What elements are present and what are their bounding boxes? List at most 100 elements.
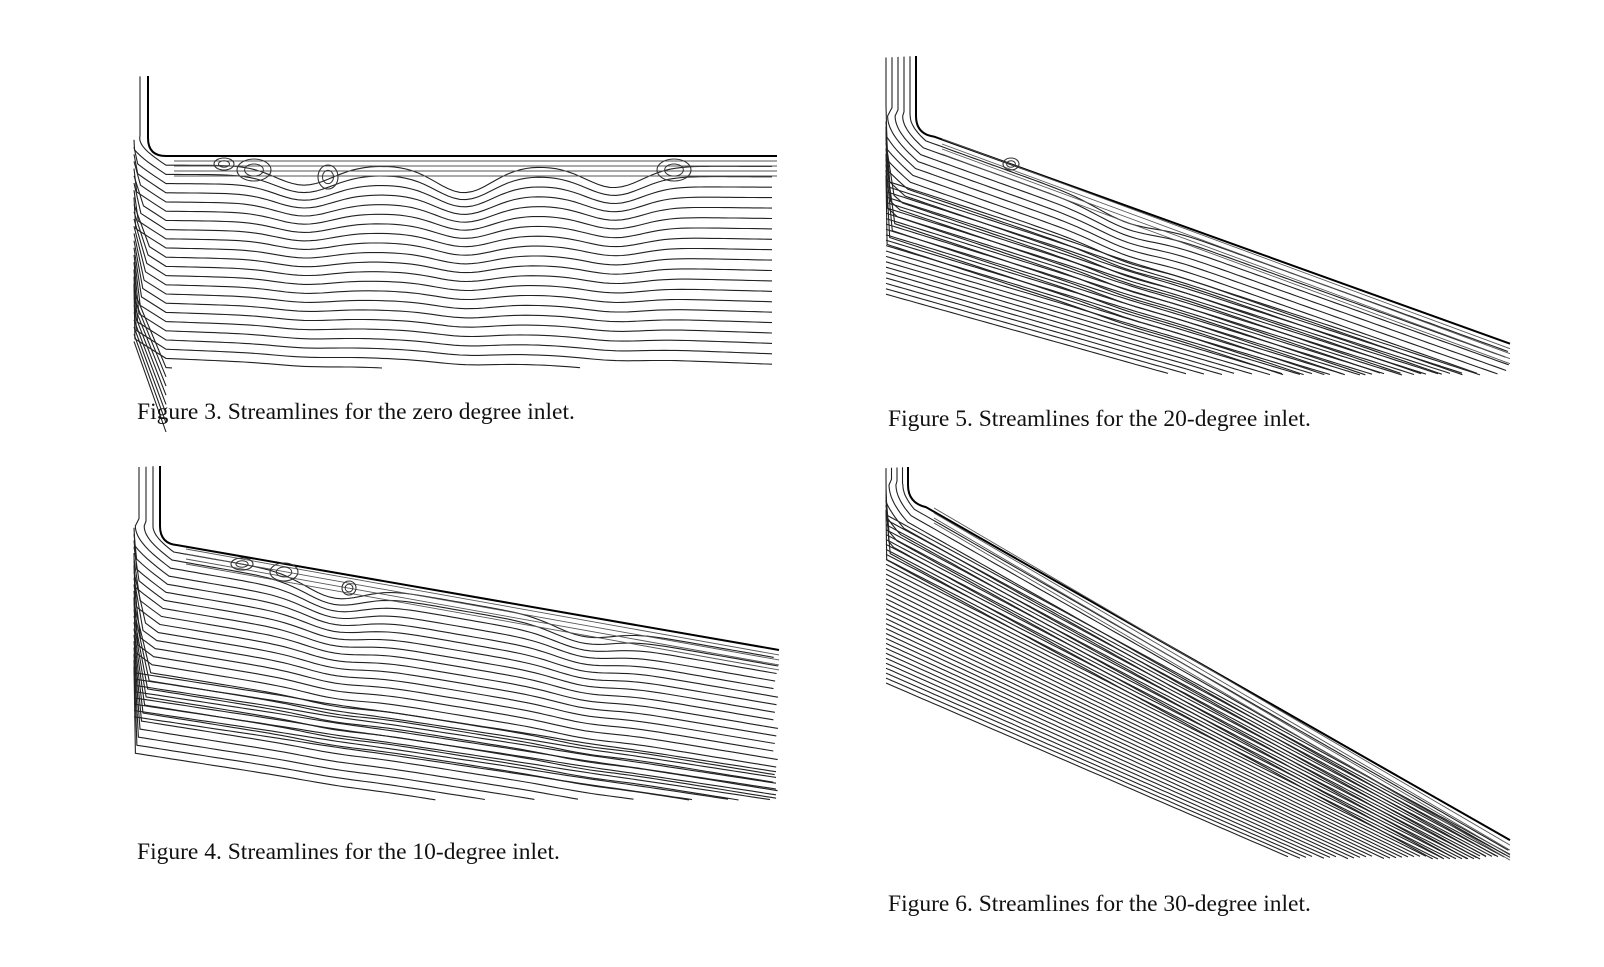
streamline <box>133 672 777 773</box>
near-wall-streamline <box>941 153 1511 365</box>
streamline <box>885 652 1337 858</box>
streamline <box>133 590 778 761</box>
streamline <box>885 613 1397 859</box>
streamline <box>885 633 1367 858</box>
streamline <box>885 637 1361 858</box>
streamline <box>885 558 1469 860</box>
streamline <box>133 540 779 698</box>
streamline <box>133 597 777 768</box>
streamline <box>133 546 777 706</box>
streamline <box>133 269 773 365</box>
streamline <box>885 266 1253 375</box>
streamline <box>885 142 1401 374</box>
streamline <box>133 653 535 800</box>
streamline <box>133 571 777 737</box>
streamline <box>885 553 1475 860</box>
recirculation-bubble-inner <box>235 560 249 568</box>
streamline <box>885 677 1301 859</box>
streamline <box>885 499 1452 857</box>
streamline <box>133 297 167 378</box>
inlet-wall <box>915 56 1511 345</box>
streamline <box>885 509 1433 860</box>
near-wall-streamline <box>933 512 1511 851</box>
streamline <box>133 226 773 304</box>
recirculation-bubble <box>656 158 692 182</box>
recirculation-bubble-inner <box>244 163 264 177</box>
streamline <box>885 185 1463 374</box>
streamline <box>133 182 773 248</box>
streamline <box>133 684 777 784</box>
recirculation-bubble <box>1002 157 1020 171</box>
inlet-wall <box>147 76 777 157</box>
figure-4-streamline-plot <box>133 466 780 801</box>
streamline <box>133 146 772 208</box>
streamline <box>885 288 1187 375</box>
streamline <box>133 233 773 313</box>
streamline <box>133 697 777 796</box>
streamline <box>901 467 1509 851</box>
streamline <box>885 603 1409 858</box>
inlet-wall <box>159 466 780 651</box>
streamline <box>885 212 1403 376</box>
streamline <box>133 175 773 239</box>
streamline <box>885 583 1439 860</box>
streamline <box>133 647 579 800</box>
figure-6-streamline-plot <box>885 467 1511 861</box>
streamline <box>134 467 777 675</box>
streamline <box>133 305 167 387</box>
streamline <box>885 293 1169 374</box>
streamline <box>885 234 1343 375</box>
streamline <box>133 334 167 423</box>
streamline <box>133 584 774 752</box>
recirculation-bubble-inner <box>344 583 354 593</box>
streamline <box>885 618 1391 859</box>
streamline <box>133 527 776 682</box>
streamline <box>885 57 1498 375</box>
streamline <box>133 552 775 713</box>
streamline <box>885 245 1313 375</box>
streamline <box>133 211 773 285</box>
streamline <box>885 218 1385 375</box>
near-wall-streamline <box>933 507 1511 846</box>
streamline <box>133 660 485 801</box>
near-wall-streamline <box>941 148 1511 360</box>
streamline <box>133 276 581 369</box>
recirculation-bubble-inner <box>218 160 230 168</box>
recirculation-bubble <box>341 580 357 596</box>
streamline <box>885 514 1511 855</box>
streamline <box>133 326 167 414</box>
streamline <box>885 563 1463 860</box>
streamline <box>133 603 775 776</box>
streamline <box>133 262 773 355</box>
streamline <box>885 534 1493 857</box>
streamline <box>885 121 1478 374</box>
streamline <box>133 197 773 266</box>
streamline <box>885 250 1301 375</box>
streamline <box>133 312 167 396</box>
streamline <box>885 196 1439 375</box>
streamline <box>133 578 775 745</box>
streamline <box>885 180 1481 376</box>
streamline <box>885 524 1505 858</box>
streamline <box>133 247 773 334</box>
streamline <box>133 666 436 801</box>
streamline <box>885 543 1481 857</box>
streamline <box>885 191 1451 374</box>
streamline <box>887 57 1507 372</box>
streamline <box>133 319 167 405</box>
near-wall-streamline <box>933 522 1511 861</box>
streamline <box>133 168 773 231</box>
streamline <box>885 548 1481 860</box>
recirculation-bubble <box>236 158 272 182</box>
recirculation-bubble-inner <box>664 163 684 177</box>
streamline <box>133 703 771 801</box>
streamline <box>885 164 1325 376</box>
streamline <box>133 204 773 275</box>
streamline <box>885 657 1331 858</box>
inlet-wall <box>907 467 1511 842</box>
streamline <box>885 277 1223 376</box>
streamline <box>895 467 1506 856</box>
streamline <box>885 682 1289 858</box>
streamline <box>133 218 773 294</box>
recirculation-bubble <box>269 562 299 582</box>
